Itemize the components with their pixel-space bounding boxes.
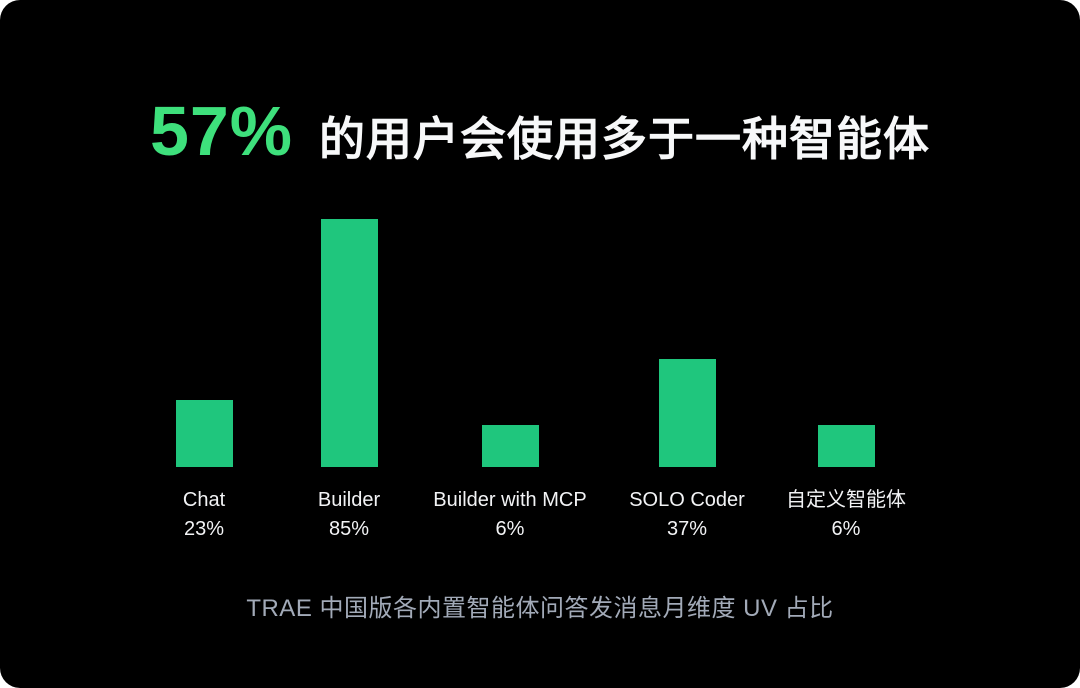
category-label: 自定义智能体 6% bbox=[786, 486, 906, 544]
title-text: 的用户会使用多于一种智能体 bbox=[319, 113, 931, 165]
category-name: Chat bbox=[182, 489, 226, 511]
category-name: Builder with MCP bbox=[433, 489, 587, 511]
page-title: 57% 的用户会使用多于一种智能体 bbox=[0, 96, 1080, 166]
bar bbox=[320, 219, 378, 467]
category-value: 37% bbox=[666, 518, 708, 540]
category-value: 23% bbox=[183, 518, 225, 540]
title-highlight-stat: 57% bbox=[149, 92, 294, 170]
category-label: Builder with MCP 6% bbox=[433, 486, 586, 544]
category-label: SOLO Coder 37% bbox=[629, 486, 745, 544]
bar bbox=[481, 425, 539, 467]
category-name: SOLO Coder bbox=[629, 489, 745, 511]
category-name: Builder bbox=[317, 489, 381, 511]
category-value: 6% bbox=[831, 518, 861, 540]
bar bbox=[658, 359, 716, 467]
category-label: Chat 23% bbox=[183, 486, 225, 544]
bar bbox=[175, 400, 233, 467]
category-name: 自定义智能体 bbox=[786, 489, 906, 511]
chart-caption: TRAE 中国版各内置智能体问答发消息月维度 UV 占比 bbox=[246, 595, 834, 622]
bar bbox=[817, 425, 875, 467]
category-value: 6% bbox=[495, 518, 525, 540]
category-label: Builder 85% bbox=[318, 486, 380, 544]
category-value: 85% bbox=[328, 518, 370, 540]
